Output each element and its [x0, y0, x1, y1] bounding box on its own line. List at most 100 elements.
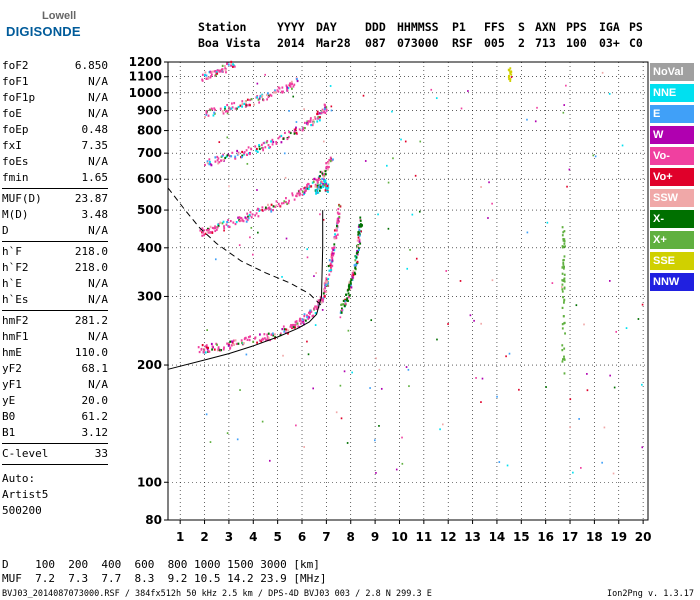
echo-point	[207, 346, 210, 349]
echo-point	[214, 229, 217, 233]
echo-point	[267, 144, 270, 147]
echo-point	[205, 346, 208, 349]
echo-point	[324, 104, 327, 107]
param-name: hmF2	[2, 314, 29, 327]
echo-point	[338, 204, 341, 207]
echo-point	[210, 107, 213, 110]
echo-point	[359, 225, 361, 228]
echo-point	[307, 120, 310, 123]
echo-point	[264, 208, 267, 211]
echo-point	[240, 216, 243, 220]
echo-point	[267, 203, 269, 206]
echo-point	[261, 337, 264, 340]
echo-point	[224, 65, 226, 68]
echo-point	[201, 79, 204, 82]
noise-point	[256, 189, 258, 191]
param-name: D	[2, 224, 9, 237]
header-axn-value: 713	[535, 36, 556, 50]
echo-point	[233, 65, 236, 68]
x-tick-label: 10	[391, 530, 408, 544]
echo-point	[563, 230, 566, 233]
echo-point	[253, 103, 255, 106]
noise-point	[246, 162, 249, 165]
echo-point	[220, 70, 222, 73]
noise-point	[459, 280, 462, 282]
x-tick-label: 5	[273, 530, 281, 544]
header-s-value: 2	[518, 36, 525, 50]
noise-point	[603, 426, 606, 429]
echo-point	[356, 260, 359, 264]
echo-point	[303, 192, 305, 196]
echo-point	[350, 282, 352, 285]
echo-point	[296, 79, 299, 83]
echo-point	[317, 116, 320, 119]
echo-point	[213, 348, 216, 351]
echo-point	[277, 137, 280, 140]
echo-point	[219, 107, 222, 110]
param-name: h`F2	[2, 261, 29, 274]
echo-point	[336, 218, 339, 221]
noise-point	[447, 323, 449, 325]
noise-point	[370, 319, 373, 322]
header-ffs-value: 005	[484, 36, 505, 50]
echo-point	[206, 347, 209, 351]
noise-point	[223, 229, 225, 232]
echo-point	[204, 73, 206, 77]
noise-point	[239, 389, 241, 391]
echo-point	[209, 163, 212, 166]
noise-point	[360, 230, 363, 233]
param-value: 20.0	[81, 394, 109, 407]
echo-point	[561, 323, 564, 326]
echo-point	[258, 101, 261, 104]
echo-point	[327, 190, 329, 193]
noise-point	[568, 168, 571, 171]
noise-point	[551, 282, 554, 284]
echo-point	[349, 283, 352, 287]
param-name: hmE	[2, 346, 22, 359]
x-tick-label: 12	[440, 530, 457, 544]
echo-point	[322, 182, 325, 186]
echo-point	[308, 316, 311, 319]
echo-point	[561, 272, 564, 275]
echo-point	[320, 301, 323, 304]
param-row-h-f: h`F 218.0	[2, 244, 108, 260]
echo-point	[232, 339, 235, 342]
echo-point	[316, 110, 319, 113]
echo-point	[214, 74, 217, 77]
echo-point	[328, 259, 331, 262]
noise-point	[369, 387, 371, 389]
echo-point	[355, 263, 358, 266]
noise-point	[562, 111, 565, 114]
echo-point	[282, 90, 284, 93]
header-iga-value: 03+	[599, 36, 620, 50]
legend-w: W	[650, 126, 694, 144]
x-tick-label: 6	[298, 530, 306, 544]
echo-point	[317, 178, 320, 181]
echo-point	[234, 339, 237, 342]
echo-point	[320, 112, 323, 115]
echo-point	[244, 216, 247, 219]
echo-point	[213, 227, 215, 230]
echo-point	[561, 279, 564, 282]
noise-point	[306, 256, 309, 259]
echo-point	[256, 95, 259, 98]
echo-point	[227, 344, 230, 347]
echo-point	[509, 79, 512, 82]
noise-point	[560, 286, 563, 288]
echo-point	[285, 328, 288, 331]
noise-point	[377, 213, 379, 216]
echo-point	[329, 270, 332, 273]
echo-point	[203, 234, 205, 237]
noise-point	[264, 73, 266, 76]
echo-point	[303, 313, 306, 316]
legend-ssw: SSW	[650, 189, 694, 207]
echo-point	[332, 252, 334, 255]
noise-point	[284, 176, 287, 179]
echo-point	[258, 145, 261, 148]
echo-point	[247, 336, 250, 339]
echo-point	[333, 237, 336, 240]
noise-point	[257, 231, 259, 234]
echo-point	[299, 192, 302, 195]
echo-point	[301, 193, 304, 196]
param-separator	[2, 443, 108, 444]
